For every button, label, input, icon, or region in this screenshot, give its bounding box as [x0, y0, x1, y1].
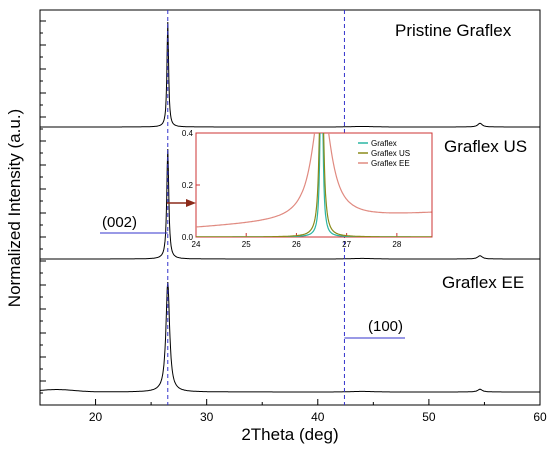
inset-y-tick-label: 0.0 [182, 233, 194, 242]
x-tick-label: 30 [200, 410, 214, 424]
x-tick-label: 40 [311, 410, 325, 424]
y-axis-label: Normalized Intensity (a.u.) [5, 109, 24, 307]
inset-legend-label: Graflex EE [371, 159, 410, 168]
inset-x-tick-label: 26 [292, 240, 301, 249]
series-line [40, 148, 540, 260]
inset-x-tick-label: 24 [192, 240, 201, 249]
series-label: Graflex US [444, 137, 527, 156]
inset-frame [195, 132, 433, 238]
reference-label: (002) [102, 214, 137, 231]
inset-y-tick-label: 0.2 [182, 181, 194, 190]
y-axis-ticks [40, 20, 46, 394]
inset-series-line [196, 133, 432, 237]
inset-legend-label: Graflex [371, 139, 397, 148]
x-tick-label: 20 [89, 410, 103, 424]
x-axis-ticks: 20 30 40 50 60 [39, 399, 547, 424]
reference-label: (100) [368, 318, 403, 335]
inset-x-tick-label: 25 [242, 240, 251, 249]
inset-x-tick-label: 27 [342, 240, 351, 249]
x-axis-label: 2Theta (deg) [241, 425, 338, 444]
inset-legend-label: Graflex US [371, 149, 410, 158]
x-tick-label: 60 [533, 410, 547, 424]
inset-arrow-head [186, 199, 196, 207]
series-line [40, 281, 540, 393]
x-tick-label: 50 [422, 410, 436, 424]
series-line [40, 21, 540, 128]
inset-series-line [196, 133, 432, 228]
inset-y-tick-label: 0.4 [182, 129, 194, 138]
series-label: Pristine Graflex [395, 21, 512, 40]
inset-x-tick-label: 28 [392, 240, 401, 249]
series-label: Graflex EE [442, 273, 524, 292]
plot-frame [39, 9, 541, 406]
